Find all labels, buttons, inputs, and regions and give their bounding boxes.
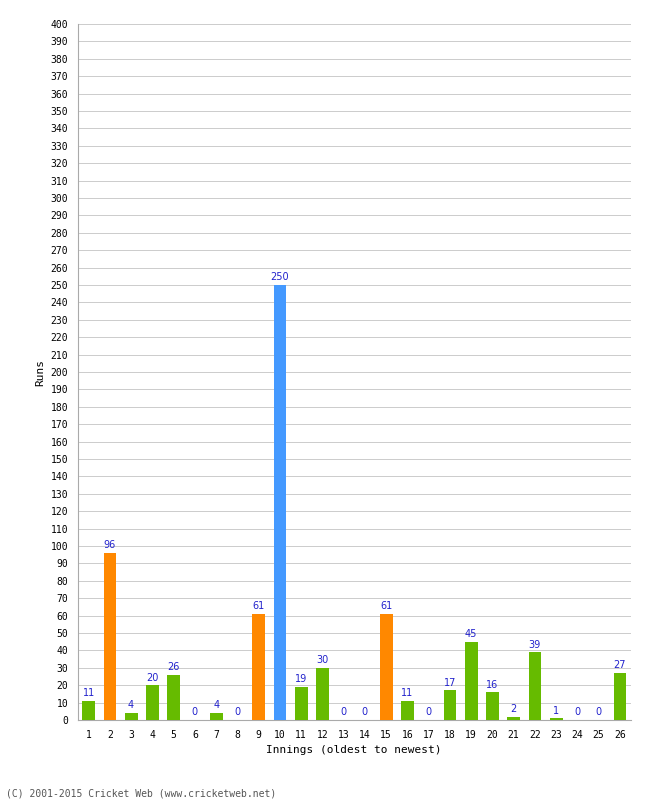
Text: 26: 26 [168, 662, 180, 672]
Text: 27: 27 [614, 661, 626, 670]
Bar [507, 717, 520, 720]
Text: 0: 0 [575, 707, 580, 718]
Bar [146, 685, 159, 720]
Bar [528, 652, 541, 720]
Bar [210, 713, 222, 720]
Bar [486, 692, 499, 720]
Bar [401, 701, 414, 720]
Text: 19: 19 [295, 674, 307, 684]
Text: 96: 96 [104, 540, 116, 550]
Text: 11: 11 [83, 688, 95, 698]
Bar [380, 614, 393, 720]
Text: 0: 0 [192, 707, 198, 718]
Bar [274, 285, 286, 720]
Text: 16: 16 [486, 679, 499, 690]
Text: 61: 61 [252, 602, 265, 611]
Text: 45: 45 [465, 629, 477, 639]
Bar [83, 701, 95, 720]
Text: 30: 30 [317, 655, 328, 665]
Text: 0: 0 [341, 707, 346, 718]
Text: 11: 11 [401, 688, 413, 698]
Bar [316, 668, 329, 720]
X-axis label: Innings (oldest to newest): Innings (oldest to newest) [266, 746, 442, 755]
Text: 0: 0 [595, 707, 602, 718]
Text: 20: 20 [146, 673, 159, 682]
Text: (C) 2001-2015 Cricket Web (www.cricketweb.net): (C) 2001-2015 Cricket Web (www.cricketwe… [6, 789, 277, 798]
Bar [465, 642, 478, 720]
Bar [443, 690, 456, 720]
Bar [252, 614, 265, 720]
Text: 0: 0 [426, 707, 432, 718]
Bar [125, 713, 138, 720]
Text: 4: 4 [213, 701, 219, 710]
Text: 61: 61 [380, 602, 392, 611]
Bar [550, 718, 562, 720]
Bar [103, 553, 116, 720]
Text: 17: 17 [444, 678, 456, 688]
Bar [614, 673, 626, 720]
Text: 2: 2 [510, 704, 517, 714]
Text: 0: 0 [362, 707, 368, 718]
Text: 1: 1 [553, 706, 559, 716]
Bar [294, 687, 307, 720]
Text: 4: 4 [128, 701, 134, 710]
Text: 0: 0 [234, 707, 240, 718]
Bar [167, 674, 180, 720]
Y-axis label: Runs: Runs [35, 358, 45, 386]
Text: 39: 39 [528, 639, 541, 650]
Text: 250: 250 [270, 272, 289, 282]
